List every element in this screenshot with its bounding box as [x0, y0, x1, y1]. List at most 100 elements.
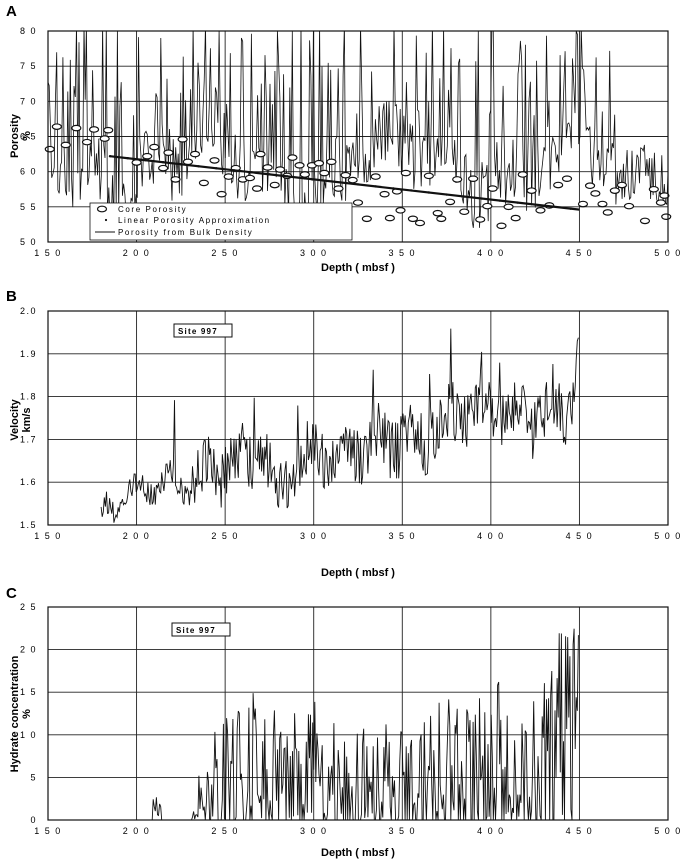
- core-porosity-point: [445, 198, 456, 206]
- core-porosity-point: [590, 190, 601, 197]
- panel-a-legend: Core Porosity Linear Porosity Approximat…: [89, 202, 353, 241]
- linear-approx-point: [285, 175, 289, 178]
- x-tick-label: 3 0 0: [300, 248, 328, 258]
- core-porosity-point: [475, 216, 486, 223]
- y-tick-label: 5: [30, 772, 37, 782]
- panel-b-velocity-chart: B 1.5 1.6 1.7 1.8 1.9 2.0 1 5 0 2 0 0 2 5 0 3 0 …: [6, 288, 681, 579]
- panel-b-velocity-log: [100, 328, 579, 523]
- core-porosity-point: [414, 219, 426, 227]
- core-porosity-point: [88, 126, 100, 133]
- y-tick-label: 7 0: [20, 96, 37, 106]
- linear-approx-point: [533, 203, 537, 206]
- x-tick-label: 1 5 0: [34, 531, 62, 541]
- linear-approx-point: [268, 173, 271, 176]
- panel-a-porosity-chart: A 5 0 5 5 6 0 6 5 7 0 7 5 8 0 1 5 0 2 0 0 2 5 0 3…: [6, 3, 681, 274]
- panel-c-y-tick-labels: 0 5 1 0 1 5 2 0 2 5: [20, 602, 37, 825]
- panel-b-y-tick-labels: 1.5 1.6 1.7 1.8 1.9 2.0: [20, 306, 37, 530]
- panel-c-hydrate-log: [101, 628, 579, 820]
- y-tick-label: 7 5: [20, 61, 37, 71]
- core-porosity-point: [370, 173, 381, 180]
- linear-approx-point: [215, 167, 218, 170]
- core-porosity-point: [496, 222, 507, 230]
- x-tick-label: 4 5 0: [566, 531, 594, 541]
- x-tick-label: 2 0 0: [123, 248, 151, 258]
- x-tick-label: 3 5 0: [389, 248, 417, 258]
- y-tick-label: 1 0: [20, 730, 37, 740]
- panel-a-y-axis-label-line1: Porosity: [9, 113, 21, 158]
- panel-a-y-tick-labels: 5 0 5 5 6 0 6 5 7 0 7 5 8 0: [20, 26, 37, 247]
- linear-approx-point: [498, 199, 501, 202]
- panel-a-x-tick-labels: 1 5 0 2 0 0 2 5 0 3 0 0 3 5 0 4 0 0 4 5 0 5 0 0: [34, 248, 681, 258]
- core-porosity-point: [51, 123, 62, 130]
- x-tick-label: 4 0 0: [477, 826, 505, 836]
- panel-c-site-badge: Site 997: [171, 622, 231, 637]
- core-porosity-point: [526, 187, 537, 194]
- core-porosity-point: [379, 190, 390, 198]
- x-tick-label: 5 0 0: [654, 531, 681, 541]
- core-porosity-point: [287, 154, 298, 161]
- core-porosity-point: [623, 202, 635, 210]
- x-tick-label: 3 0 0: [300, 531, 328, 541]
- y-tick-label: 1.7: [20, 434, 37, 444]
- core-porosity-point: [517, 171, 528, 178]
- linear-porosity-line: [109, 155, 580, 211]
- panel-c-y-axis-label-line2: %: [21, 709, 33, 719]
- core-porosity-point: [661, 213, 672, 220]
- y-tick-label: 1.9: [20, 349, 37, 359]
- site-badge-box: [173, 323, 233, 338]
- x-tick-label: 5 0 0: [654, 248, 681, 258]
- core-porosity-point: [432, 209, 443, 217]
- core-porosity-point: [158, 164, 169, 172]
- x-tick-label: 1 5 0: [34, 248, 62, 258]
- y-tick-label: 0: [30, 815, 37, 825]
- linear-approx-point: [516, 201, 519, 204]
- core-porosity-point: [436, 215, 447, 223]
- core-porosity-point: [209, 157, 220, 164]
- x-tick-label: 4 5 0: [566, 248, 594, 258]
- core-porosity-point: [274, 166, 286, 173]
- panel-c-plot-frame: [47, 606, 669, 821]
- panel-b-y-axis-label-line2: km/s: [21, 407, 33, 432]
- x-tick-label: 3 0 0: [300, 826, 328, 836]
- linear-approx-point: [250, 171, 253, 174]
- core-porosity-point: [142, 152, 153, 160]
- core-porosity-point: [459, 208, 470, 216]
- x-tick-label: 5 0 0: [654, 826, 681, 836]
- linear-approx-point: [126, 157, 129, 160]
- core-porosity-point: [482, 202, 493, 210]
- core-porosity-point: [244, 174, 256, 182]
- core-porosity-point: [189, 150, 201, 158]
- y-tick-label: 2.0: [20, 306, 37, 316]
- linear-approx-point: [108, 154, 112, 158]
- bulk-density-porosity-trace: [48, 31, 668, 228]
- core-porosity-point: [361, 215, 372, 223]
- panel-b-plot-frame: [47, 310, 669, 526]
- core-porosity-point: [81, 138, 93, 146]
- panel-c-hydrate-chart: C 0 5 1 0 1 5 2 0 2 5 1 5 0 2 0 0 2 5 0 3 0 0 3 5…: [6, 585, 681, 859]
- core-porosity-point: [553, 181, 564, 189]
- core-porosity-point: [223, 173, 234, 180]
- core-porosity-point: [655, 199, 667, 206]
- core-porosity-point: [487, 185, 498, 192]
- linear-approx-point: [445, 193, 448, 196]
- linear-approx-point: [161, 161, 165, 164]
- panel-a-y-axis-label-line2: %: [21, 131, 33, 141]
- core-porosity-point: [340, 171, 351, 179]
- core-porosity-point: [177, 136, 188, 143]
- y-tick-label: 2 5: [20, 602, 37, 612]
- y-tick-label: 8 0: [20, 26, 37, 36]
- panel-b-y-axis-label-line1: Velocity: [9, 398, 21, 440]
- core-porosity-point: [299, 171, 310, 178]
- site-badge-label: Site 997: [176, 626, 216, 635]
- y-tick-label: 1.6: [20, 477, 37, 487]
- core-porosity-point: [326, 158, 337, 166]
- x-tick-label: 3 5 0: [389, 531, 417, 541]
- legend-core-porosity-marker: [96, 205, 108, 213]
- core-porosity-point: [577, 200, 589, 208]
- linear-approx-point: [480, 197, 484, 200]
- panel-a-linear-approximation: [108, 154, 580, 211]
- core-porosity-point: [535, 207, 546, 214]
- core-porosity-point: [659, 192, 670, 199]
- x-tick-label: 2 5 0: [211, 826, 239, 836]
